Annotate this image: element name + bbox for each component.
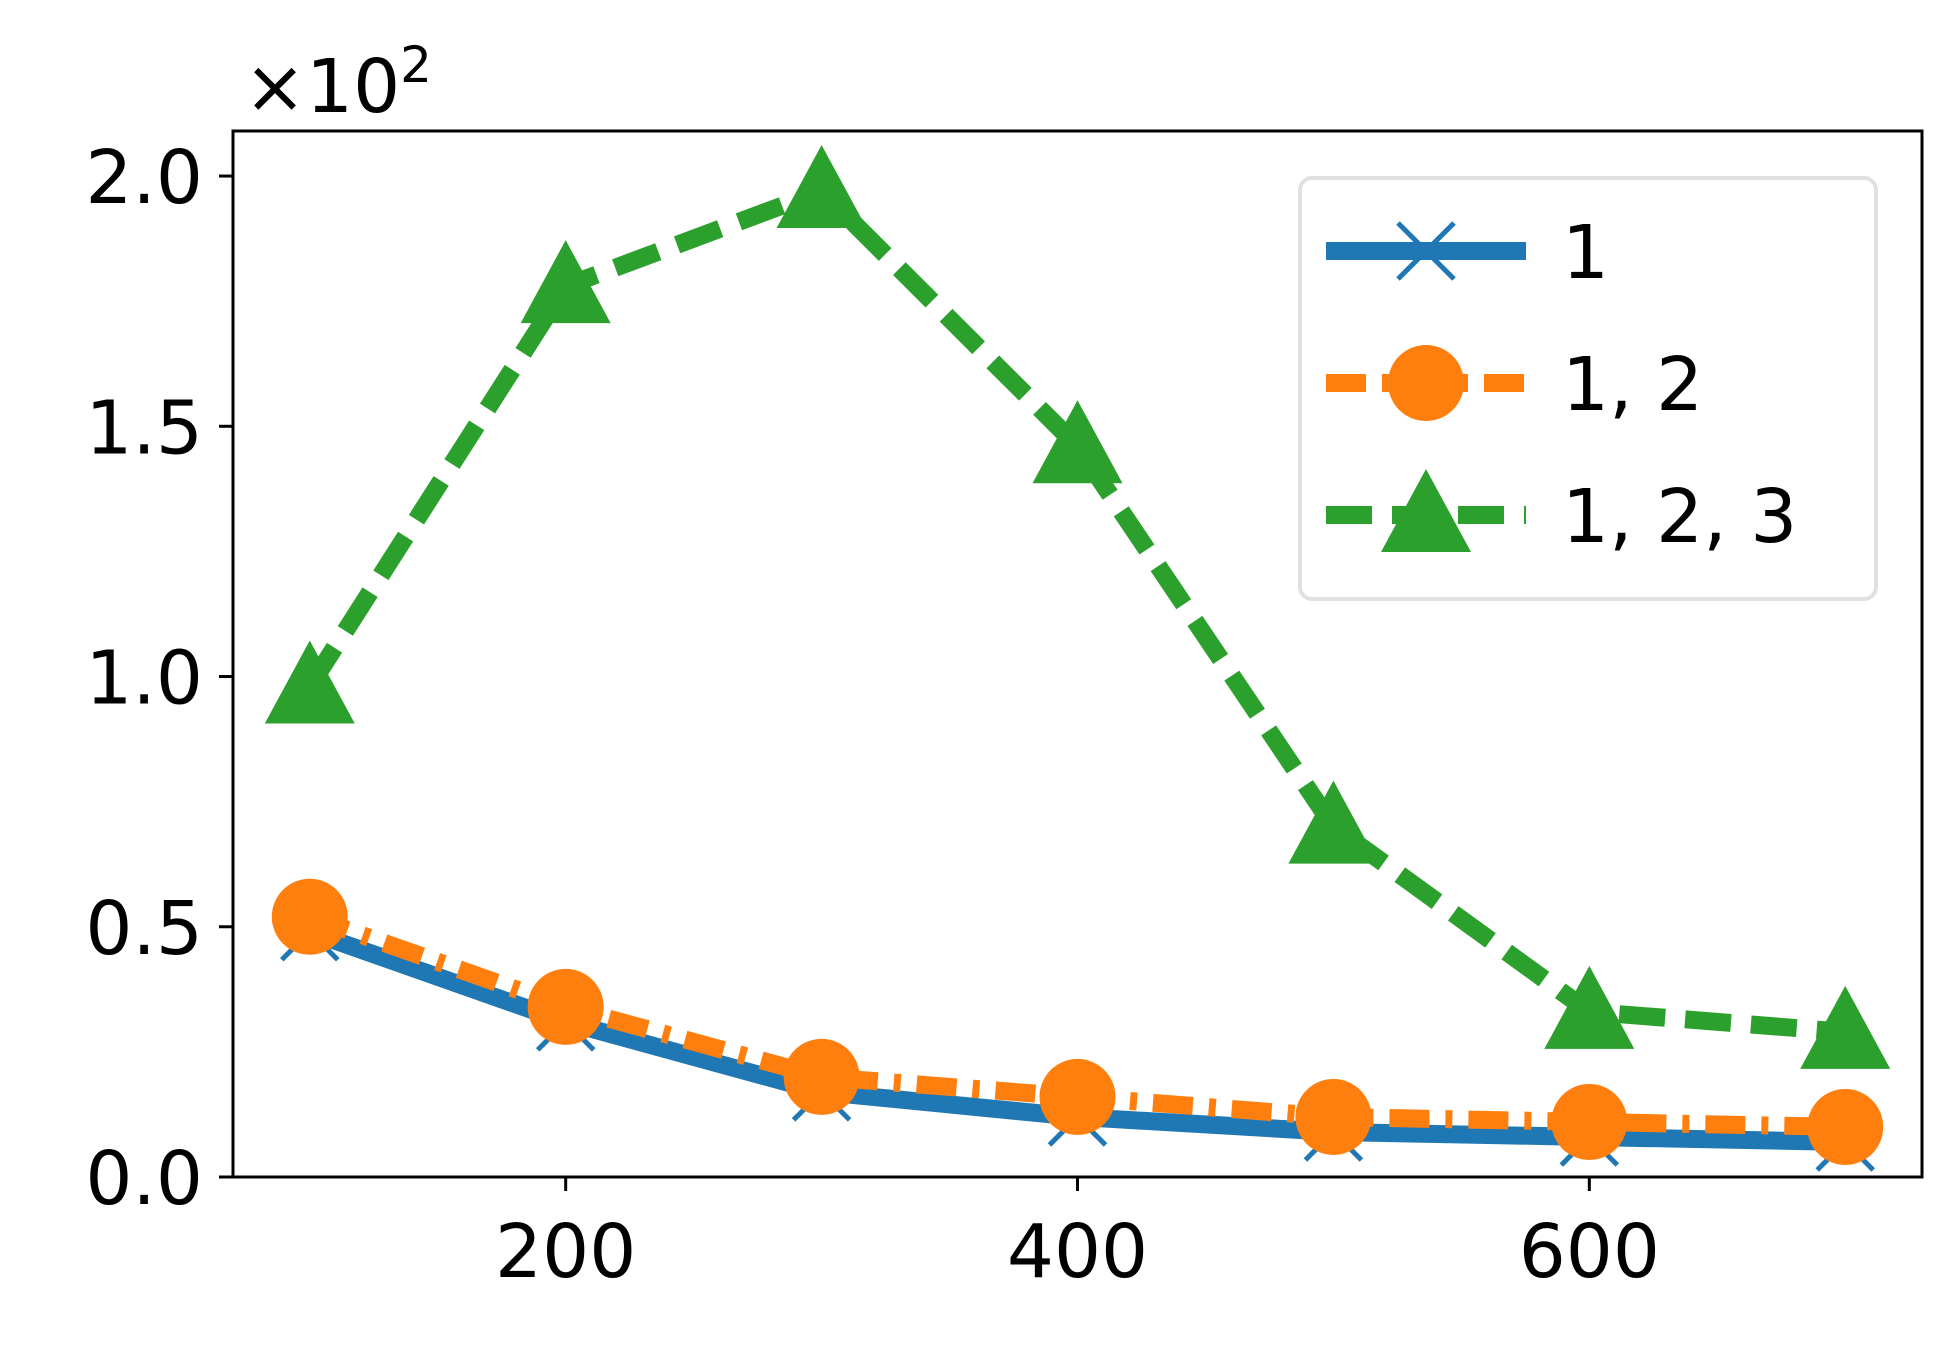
- data-point-series-2-7: [1807, 1088, 1884, 1165]
- data-point-series-3-6: [1544, 965, 1635, 1049]
- data-point-series-2-1: [271, 878, 348, 955]
- series-3: [264, 145, 1891, 1069]
- y-tick-label: 2.0: [85, 135, 203, 221]
- legend-marker: [1381, 469, 1471, 552]
- y-tick-label: 1.5: [85, 385, 203, 471]
- data-point-series-3-5: [1288, 780, 1379, 864]
- data-point-series-2-3: [783, 1038, 860, 1115]
- data-point-series-2-4: [1039, 1058, 1116, 1135]
- legend-entry-1: 1: [1326, 210, 1609, 296]
- data-point-series-3-4: [1032, 400, 1123, 484]
- y-tick-label: 0.0: [85, 1136, 203, 1222]
- legend-label: 1, 2, 3: [1562, 474, 1797, 560]
- x-tick-label: 600: [1519, 1209, 1660, 1295]
- legend: 1 1, 2 1, 2, 3: [1298, 176, 1878, 601]
- legend-label: 1, 2: [1562, 342, 1703, 428]
- legend-box: [1298, 176, 1878, 601]
- data-point-series-2-5: [1295, 1078, 1372, 1155]
- x-tick-label: 400: [1007, 1209, 1148, 1295]
- legend-label: 1: [1562, 210, 1609, 296]
- data-point-series-3-3: [776, 145, 867, 229]
- legend-marker: [1396, 221, 1456, 281]
- y-axis-offset-base: ×10: [244, 44, 400, 130]
- y-tick-label: 0.5: [85, 886, 203, 972]
- legend-entry-3: 1, 2, 3: [1326, 469, 1797, 560]
- x-tick-label: 200: [495, 1209, 636, 1295]
- series-2: [271, 878, 1884, 1165]
- y-axis-offset-label: ×102: [244, 36, 432, 130]
- legend-entry-2: 1, 2: [1326, 342, 1703, 428]
- data-point-series-3-2: [520, 240, 611, 324]
- y-axis-offset-exponent: 2: [400, 36, 432, 94]
- y-tick-label: 1.0: [85, 636, 203, 722]
- data-point-series-2-6: [1551, 1083, 1628, 1160]
- data-point-series-2-2: [527, 968, 604, 1045]
- legend-marker: [1388, 345, 1464, 421]
- data-point-series-3-7: [1800, 985, 1891, 1069]
- marker-x-stroke: [1396, 221, 1456, 281]
- plot-area: 200 400 600 0.0 0.5 1.0 1.5 2.0: [85, 129, 1924, 1295]
- data-point-series-3-1: [264, 640, 355, 724]
